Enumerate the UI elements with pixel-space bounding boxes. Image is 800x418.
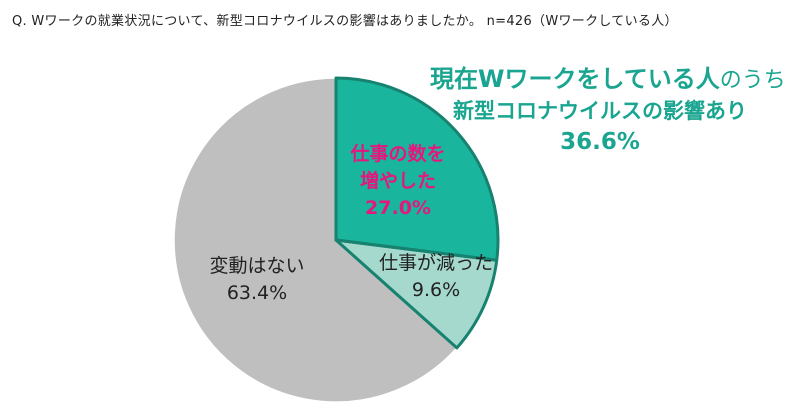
question-text: Q. Wワークの就業状況について、新型コロナウイルスの影響はありましたか。 n=… — [12, 14, 678, 29]
callout-total-percent: 36.6% — [560, 129, 640, 155]
slice-value-unchanged: 63.4% — [227, 282, 287, 304]
slice-value-increased: 27.0% — [365, 197, 431, 219]
slice-label-increased: 増やした — [360, 169, 436, 192]
slice-label-decreased: 仕事が減った — [379, 252, 493, 274]
callout-line2: 新型コロナウイルスの影響あり — [453, 99, 747, 123]
slice-value-decreased: 9.6% — [412, 279, 460, 301]
pie-slice-outline-increased — [334, 76, 500, 262]
pie-slice-outline-decreased — [334, 238, 499, 350]
covid-impact-callout: 現在Wワークをしている人のうち 新型コロナウイルスの影響あり 36.6% — [430, 64, 786, 158]
pie-slice-unchanged — [173, 77, 458, 403]
callout-line1-tail: のうち — [719, 68, 786, 93]
slice-label-unchanged: 変動はない — [209, 255, 304, 277]
slice-label-increased: 仕事の数を — [349, 142, 445, 165]
callout-line1-bold: 現在Wワークをしている人 — [430, 65, 720, 93]
